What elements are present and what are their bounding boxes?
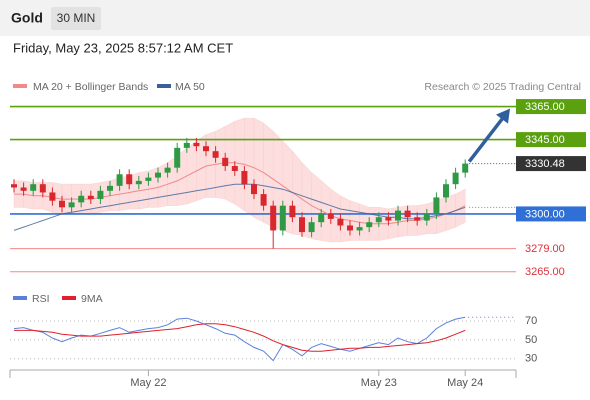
legend-swatch (157, 84, 171, 88)
candle-body (135, 180, 142, 185)
legend-label: MA 50 (175, 81, 205, 93)
last-price-box (516, 156, 586, 172)
candle-body (347, 225, 353, 231)
title: Gold (11, 10, 43, 26)
y-tick-label: 30 (525, 353, 537, 365)
candle-body (308, 222, 315, 233)
candle-body (356, 227, 363, 231)
candle-body (183, 142, 190, 148)
candle-body (145, 177, 152, 181)
level-label: 3300.00 (525, 208, 565, 220)
candle-body (452, 172, 459, 185)
bollinger-band (186, 140, 197, 205)
legend-label: 9MA (81, 293, 103, 305)
candle-body (231, 166, 238, 171)
credit: Research © 2025 Trading Central (424, 81, 581, 93)
legend-swatch (13, 296, 27, 300)
candle-body (59, 200, 65, 208)
level-label-box (516, 132, 586, 148)
candle-body (270, 205, 277, 231)
candle-body (443, 184, 449, 198)
level-label: 3345.00 (525, 134, 565, 146)
candle-body (212, 151, 219, 158)
candle-body (433, 197, 440, 214)
level-label: 3365.00 (525, 101, 565, 113)
candle-body (164, 167, 171, 173)
indicator-line (13, 316, 466, 362)
candle-body (279, 205, 286, 231)
candle-body (49, 192, 56, 201)
y-tick-label: 50 (525, 334, 537, 346)
forecast-arrowhead (496, 108, 510, 124)
x-tick-label: May 24 (447, 377, 483, 389)
candle-body (251, 184, 257, 195)
level-label: 3279.00 (525, 243, 565, 255)
candle-body (241, 170, 248, 185)
candle-body (193, 142, 200, 147)
candle-body (299, 217, 305, 233)
candle-body (385, 217, 392, 221)
interval-button[interactable] (51, 7, 101, 30)
x-tick-label: May 23 (361, 377, 397, 389)
level-label: 3265.00 (525, 266, 565, 278)
forecast-arrow (467, 115, 506, 163)
timestamp: Friday, May 23, 2025 8:57:12 AM CET (13, 40, 233, 55)
interval[interactable]: 30 MIN (57, 11, 96, 25)
candle-body (39, 184, 46, 193)
candle-body (174, 147, 181, 168)
candle-body (375, 217, 382, 223)
last-price-label: 3330.48 (525, 158, 565, 170)
y-tick-label: 70 (525, 315, 537, 327)
candle-body (20, 187, 27, 191)
candle-body (116, 174, 123, 186)
candle-body (462, 163, 469, 173)
legend-label: MA 20 + Bollinger Bands (33, 81, 148, 93)
candle-body (203, 146, 209, 152)
candle-body (126, 174, 133, 185)
candle-body (78, 195, 85, 203)
candle-body (155, 172, 161, 178)
x-tick-label: May 22 (130, 377, 166, 389)
candle-body (97, 190, 104, 200)
candle-body (318, 213, 325, 223)
legend-swatch (62, 296, 76, 300)
candle-body (327, 213, 334, 219)
candle-body (222, 157, 229, 167)
ma20-line (14, 162, 466, 225)
level-label-box (516, 206, 586, 222)
ma50-line (13, 183, 466, 231)
candle-body (366, 222, 373, 228)
candle-body (107, 185, 113, 191)
indicator-line (14, 323, 466, 352)
candle-body (414, 217, 421, 221)
candle-body (337, 218, 344, 226)
candle-body (289, 205, 296, 218)
candle-body (11, 184, 17, 188)
candle-body (30, 184, 37, 191)
candle-body (87, 195, 94, 200)
legend-label: RSI (32, 293, 50, 305)
level-label-box (516, 99, 586, 115)
candle-body (68, 202, 75, 208)
candle-body (260, 194, 267, 206)
candle-body (423, 213, 430, 221)
candle-body (395, 210, 401, 221)
candle-body (404, 210, 411, 218)
legend-swatch (13, 84, 27, 88)
